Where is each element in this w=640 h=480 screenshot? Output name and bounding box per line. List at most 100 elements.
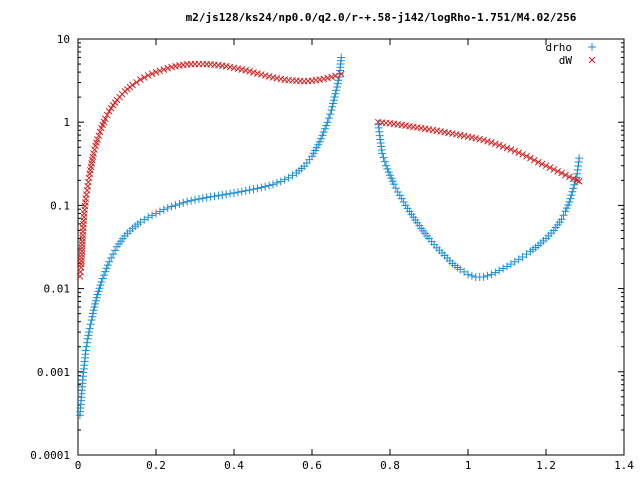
drho-point [187, 196, 196, 205]
dW-point [94, 136, 101, 143]
drho-point [222, 190, 231, 199]
drho-point [97, 278, 106, 287]
drho-point [570, 180, 579, 189]
drho-point [87, 315, 96, 324]
dW-point [507, 146, 515, 153]
x-tick-label: 1.2 [536, 459, 556, 472]
dW-point [77, 264, 85, 271]
dW-point [78, 251, 86, 258]
drho-point [111, 246, 120, 255]
drho-point [389, 180, 398, 189]
dW-point [566, 173, 573, 181]
drho-point [568, 187, 577, 196]
drho-point [395, 191, 404, 200]
chart-title: m2/js128/ks24/np0.0/q2.0/r-+.58-j142/log… [186, 11, 577, 24]
dW-point [569, 175, 577, 182]
dW-point [250, 68, 257, 76]
legend-marker-symbol [588, 43, 596, 51]
y-tick-label: 1 [63, 116, 70, 129]
dW-point [495, 141, 503, 149]
drho-point [280, 175, 289, 184]
drho-point [183, 197, 192, 206]
dW-point [527, 154, 534, 162]
dW-point [101, 115, 109, 123]
dW-point [78, 257, 85, 265]
dW-point [519, 151, 526, 158]
dW-point [261, 72, 269, 79]
x-tick-label: 0.4 [224, 459, 244, 472]
drho-point [245, 186, 254, 195]
legend-label-drho: drho [546, 41, 573, 54]
axis-ticks [77, 38, 625, 456]
drho-point [218, 190, 227, 199]
drho-point [202, 193, 211, 202]
data-points [75, 53, 584, 420]
drho-point [194, 194, 203, 203]
drho-point [253, 184, 262, 193]
dW-point [78, 247, 86, 255]
dW-point [491, 140, 499, 148]
dW-point [523, 152, 530, 160]
drho-point [152, 209, 160, 218]
drho-point [328, 102, 337, 111]
drho-point [175, 199, 184, 208]
dW-point [90, 150, 97, 157]
drho-point [83, 334, 92, 343]
drho-point [198, 194, 207, 203]
drho-point [98, 274, 107, 283]
drho-point [214, 191, 223, 200]
dW-point [316, 76, 324, 83]
dW-point [542, 162, 550, 170]
drho-point [105, 257, 114, 266]
dW-point [332, 72, 339, 80]
dW-point [546, 164, 554, 171]
drho-point [103, 261, 112, 270]
drho-point [241, 186, 250, 195]
drho-point [327, 106, 336, 115]
dW-point [96, 128, 104, 136]
x-tick-label: 0 [75, 459, 82, 472]
drho-point [334, 76, 343, 85]
dW-point [238, 66, 246, 73]
drho-point [565, 197, 574, 206]
drho-point [324, 114, 333, 123]
dW-point [476, 135, 484, 143]
dW-point [472, 134, 480, 142]
drho-point [88, 309, 97, 318]
legend-marker-dW [588, 56, 596, 64]
dW-point [480, 136, 487, 144]
dW-point [515, 149, 523, 157]
dW-point [91, 146, 98, 154]
dW-point [164, 64, 172, 72]
drho-point [144, 213, 153, 222]
drho-point [83, 338, 92, 347]
drho-point [479, 272, 488, 281]
dW-point [107, 104, 115, 112]
drho-point [321, 124, 329, 133]
drho-point [399, 198, 408, 207]
dW-point [133, 78, 140, 86]
drho-point [559, 211, 568, 220]
dW-point [79, 238, 86, 245]
drho-point [379, 153, 388, 162]
dW-point [78, 254, 85, 262]
dW-point [148, 70, 156, 78]
drho-point [483, 271, 492, 280]
drho-point [315, 137, 324, 146]
x-tick-label: 1 [465, 459, 472, 472]
drho-point [163, 204, 172, 213]
drho-point [332, 86, 341, 95]
drho-point [566, 194, 575, 203]
legend-label-dW: dW [559, 54, 573, 67]
dW-point [575, 177, 583, 185]
drho-point [249, 185, 258, 194]
legend-marker-symbol [588, 56, 596, 64]
drho-point [382, 161, 391, 170]
drho-point [171, 201, 180, 210]
dW-point [103, 111, 111, 119]
dW-point [156, 67, 164, 75]
dW-point [573, 177, 581, 184]
drho-point [88, 312, 97, 321]
x-tick-label: 0.8 [380, 459, 400, 472]
drho-point [159, 205, 168, 214]
